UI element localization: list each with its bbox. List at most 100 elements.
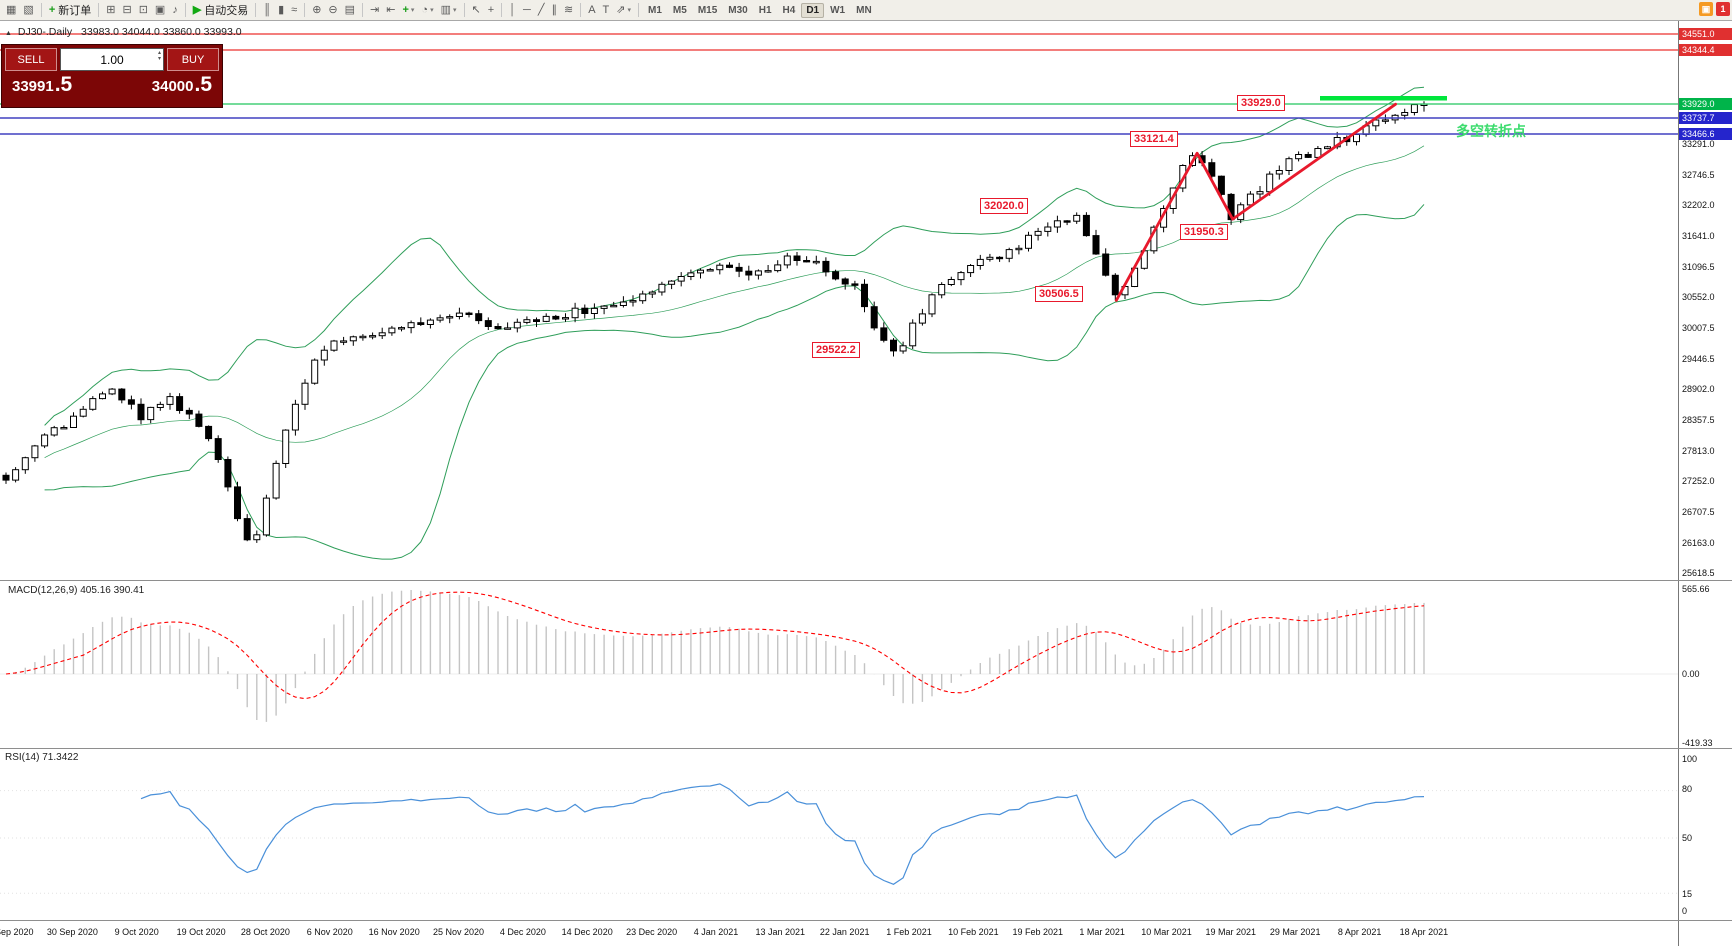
macd-panel[interactable] [0, 580, 1678, 748]
trendline-icon[interactable]: ╱ [535, 2, 548, 19]
candle-body [340, 340, 348, 343]
sell-button[interactable]: SELL [5, 48, 57, 71]
volume-input[interactable]: 1.00 ▴ ▾ [60, 48, 164, 71]
rsi-panel[interactable] [0, 748, 1678, 920]
timeframe-d1[interactable]: D1 [801, 2, 825, 18]
profiles-icon[interactable]: ▧ [20, 2, 36, 19]
candle-body [928, 294, 936, 315]
toolbar-separator [638, 3, 639, 17]
candle-body [1401, 112, 1409, 116]
panel-separator[interactable] [0, 580, 1732, 581]
timeframe-mn[interactable]: MN [856, 4, 872, 16]
timeframe-m1[interactable]: M1 [648, 4, 662, 16]
buy-price[interactable]: 34000.5 [151, 73, 212, 96]
periods-icon[interactable]: ◔ ▾ [418, 2, 436, 19]
line-chart-icon[interactable]: ≈ [288, 2, 300, 19]
vertical-line-icon[interactable]: │ [506, 2, 519, 19]
candle-body [21, 457, 29, 471]
candle-body [890, 339, 897, 352]
price-annotation[interactable]: 30506.5 [1035, 286, 1083, 302]
bar-chart-icon: ║ [263, 3, 272, 16]
candle-body [1353, 134, 1360, 143]
candle-body [629, 300, 637, 303]
panel-separator[interactable] [0, 920, 1732, 921]
auto-scroll-icon[interactable]: ⇥ [367, 2, 382, 19]
candle-body [504, 327, 512, 330]
autotrading-button[interactable]: ▶ 自动交易 [190, 2, 251, 19]
price-scale-label: 27813.0 [1682, 445, 1715, 456]
tile-windows-icon[interactable]: ▤ [342, 2, 358, 19]
timeframe-w1[interactable]: W1 [830, 4, 846, 16]
date-label: 16 Nov 2020 [368, 927, 420, 937]
new-order-button[interactable]: + 新订单 [46, 2, 94, 19]
date-label: 1 Mar 2021 [1079, 927, 1125, 937]
timeframe-h4[interactable]: H4 [782, 4, 796, 16]
autotrade-status-badge[interactable]: ▣ [1699, 2, 1713, 16]
price-scale-label: 28357.5 [1682, 414, 1715, 425]
new-chart-icon[interactable]: ▦ [3, 2, 19, 19]
navigator-icon: ⊡ [138, 3, 148, 16]
candle-body [1275, 170, 1283, 175]
one-click-trading-panel: SELL 1.00 ▴ ▾ BUY 33991.5 34000.5 [1, 44, 223, 108]
zoom-in-icon: ⊕ [312, 3, 322, 16]
time-scale[interactable]: 21 Sep 2020 30 Sep 2020 9 Oct 2020 19 Oct 2… [0, 920, 1678, 946]
candle-body [1063, 220, 1071, 223]
alerts-icon[interactable]: ♪ [169, 2, 181, 19]
buy-button[interactable]: BUY [167, 48, 219, 71]
bar-chart-icon[interactable]: ║ [260, 2, 274, 19]
candle-body [899, 345, 907, 352]
templates-icon[interactable]: ▥ ▾ [438, 2, 460, 19]
data-window-icon[interactable]: ⊟ [119, 2, 134, 19]
channel-icon[interactable]: ∥ [548, 2, 560, 19]
arrows-icon[interactable]: ⇗ ▾ [613, 2, 634, 19]
dropdown-caret-icon: ▾ [410, 7, 415, 14]
zoom-in-icon[interactable]: ⊕ [309, 2, 324, 19]
volume-down-icon[interactable]: ▾ [157, 56, 161, 62]
timeframe-m15[interactable]: M15 [697, 4, 718, 16]
fibonacci-icon[interactable]: ≋ [561, 2, 576, 19]
candle-body [282, 429, 290, 465]
price-annotation[interactable]: 33929.0 [1237, 95, 1285, 111]
price-annotation[interactable]: 32020.0 [980, 198, 1028, 214]
candle-body [70, 415, 77, 429]
price-chart[interactable] [0, 20, 1678, 580]
candle-body [311, 359, 319, 384]
horizontal-line-icon[interactable]: ─ [520, 2, 534, 19]
toolbar-separator [255, 3, 257, 17]
candle-body [320, 349, 328, 361]
market-watch-icon[interactable]: ⊞ [103, 2, 118, 19]
volume-up-icon[interactable]: ▴ [157, 50, 161, 56]
chart-shift-icon[interactable]: ⇤ [383, 2, 398, 19]
rsi-line [140, 783, 1425, 885]
timeframe-m5[interactable]: M5 [672, 4, 687, 16]
price-annotation[interactable]: 31950.3 [1180, 224, 1228, 240]
candle-body [803, 260, 811, 263]
navigator-icon[interactable]: ⊡ [136, 2, 151, 19]
price-annotation[interactable]: 29522.2 [812, 342, 860, 358]
price-tag: 33466.6 [1679, 128, 1732, 140]
terminal-icon[interactable]: ▣ [152, 2, 168, 19]
timeframe-m30[interactable]: M30 [728, 4, 748, 16]
candle-body [1217, 175, 1225, 195]
candle-body [600, 305, 608, 309]
text-icon[interactable]: A [585, 2, 598, 19]
cursor-icon: ↖ [471, 3, 481, 16]
crosshair-icon[interactable]: + [485, 2, 497, 19]
notification-badge[interactable]: 1 [1716, 2, 1730, 16]
turning-point-label[interactable]: 多空转折点 [1456, 123, 1526, 139]
cursor-icon[interactable]: ↖ [469, 2, 484, 19]
timeframe-h1[interactable]: H1 [758, 4, 772, 16]
tile-windows-icon: ▤ [344, 3, 356, 16]
panel-separator[interactable] [0, 748, 1732, 749]
price-scale-label: 32746.5 [1682, 169, 1715, 180]
label-icon[interactable]: T [600, 2, 613, 19]
sell-price[interactable]: 33991.5 [12, 73, 73, 96]
trend-zigzag-line [1114, 102, 1397, 302]
zoom-out-icon[interactable]: ⊖ [325, 2, 340, 19]
date-label: 4 Dec 2020 [499, 927, 546, 937]
price-annotation[interactable]: 33121.4 [1130, 131, 1178, 147]
candle-body [986, 256, 994, 260]
candlestick-icon[interactable]: ▮ [275, 2, 287, 19]
price-scale[interactable]: 33291.0 32746.5 32202.0 31641.0 31096.5 30552… [1678, 20, 1732, 946]
indicators-icon[interactable]: + ▾ [399, 2, 417, 19]
